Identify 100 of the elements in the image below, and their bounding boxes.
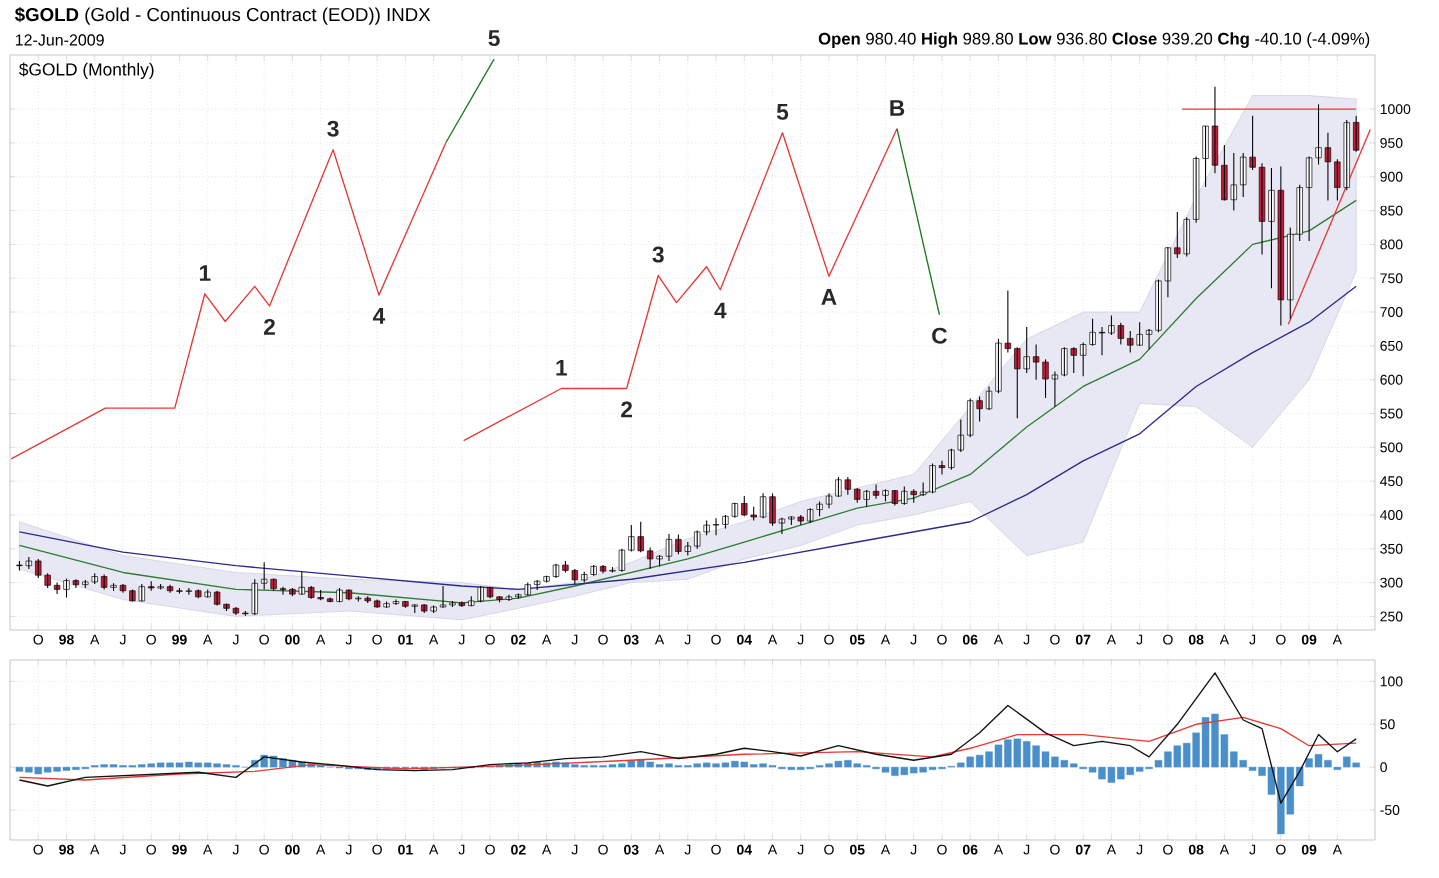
x-tick-label: 07 (1075, 634, 1091, 645)
x-tick-label: O (259, 844, 269, 855)
x-tick-label: O (1276, 634, 1286, 645)
y-tick-label: -50 (1380, 805, 1400, 815)
x-tick-label: J (119, 634, 126, 645)
x-tick-label: 06 (962, 844, 978, 855)
x-tick-label: O (146, 634, 156, 645)
x-tick-label: J (458, 634, 465, 645)
x-tick-label: 99 (172, 634, 187, 645)
annotation: 3 (652, 246, 664, 263)
x-tick-label: J (571, 634, 578, 645)
y-tick-label: 50 (1380, 719, 1395, 730)
x-tick-label: J (232, 844, 239, 855)
x-tick-label: A (90, 844, 100, 855)
x-tick-label: 98 (59, 844, 74, 855)
x-tick-label: O (33, 634, 44, 645)
y-tick-label: 350 (1380, 543, 1403, 554)
x-tick-label: A (1219, 634, 1230, 645)
x-tick-label: J (1136, 844, 1143, 855)
x-tick-label: A (767, 844, 778, 855)
x-tick-label: A (993, 844, 1004, 855)
x-tick-label: 04 (737, 634, 752, 645)
annotation: 4 (714, 302, 727, 319)
x-tick-label: A (1106, 634, 1117, 645)
x-tick-label: O (372, 634, 382, 645)
y-tick-label: 750 (1380, 273, 1403, 284)
x-tick-label: A (428, 634, 439, 645)
x-tick-label: 02 (511, 634, 526, 645)
x-tick-label: O (598, 844, 608, 855)
x-tick-label: 03 (624, 844, 639, 855)
x-tick-label: J (1249, 634, 1256, 645)
x-tick-label: O (711, 844, 721, 855)
y-tick-label: 1000 (1380, 104, 1411, 115)
x-tick-label: A (1219, 844, 1230, 855)
x-tick-label: O (1163, 634, 1173, 645)
x-tick-label: 06 (962, 634, 978, 645)
y-tick-label: 700 (1380, 307, 1403, 317)
x-tick-label: J (1249, 844, 1256, 855)
annotation: 5 (776, 104, 789, 120)
x-tick-label: 01 (398, 634, 413, 645)
x-tick-label: J (232, 634, 239, 645)
x-tick-label: O (1276, 844, 1286, 855)
x-tick-label: A (541, 844, 552, 855)
x-tick-label: J (345, 844, 352, 855)
y-tick-label: 500 (1380, 442, 1403, 453)
x-tick-label: 09 (1301, 634, 1317, 645)
annotation: 2 (621, 401, 632, 418)
x-tick-label: O (33, 844, 44, 855)
x-tick-label: J (684, 634, 691, 645)
x-tick-label: O (598, 634, 608, 645)
y-tick-label: 850 (1380, 205, 1403, 216)
x-tick-label: 00 (285, 844, 300, 855)
y-tick-label: 100 (1380, 676, 1403, 687)
chart-subtitle: 12-Jun-2009 (15, 34, 104, 46)
x-tick-label: A (1332, 634, 1342, 645)
x-tick-label: 05 (850, 844, 865, 855)
y-tick-label: 450 (1380, 476, 1403, 487)
x-tick-label: 08 (1188, 634, 1204, 645)
x-tick-label: A (1332, 844, 1342, 855)
annotation: 1 (199, 265, 211, 281)
y-tick-label: 400 (1380, 510, 1403, 520)
x-tick-label: 01 (398, 844, 413, 855)
text: Open 980.40 High 989.80 Low 936.80 Close 939.20 Chg -40.10 (-4.09%) (818, 32, 1370, 48)
x-tick-label: 08 (1188, 844, 1204, 855)
x-tick-label: 00 (285, 634, 300, 645)
x-tick-label: O (937, 634, 947, 645)
x-tick-label: 03 (624, 634, 639, 645)
x-tick-label: A (654, 634, 665, 645)
x-tick-label: A (880, 844, 891, 855)
x-tick-label: O (372, 844, 382, 855)
annotation: 3 (327, 120, 339, 137)
x-tick-label: O (485, 844, 495, 855)
x-tick-label: A (541, 634, 552, 645)
x-tick-label: A (203, 844, 213, 855)
y-tick-label: 300 (1380, 577, 1403, 588)
x-tick-label: A (203, 634, 213, 645)
y-tick-label: 650 (1380, 340, 1403, 351)
x-tick-label: A (1106, 844, 1117, 855)
x-tick-label: O (711, 634, 721, 645)
x-tick-label: J (1023, 844, 1030, 855)
x-tick-label: 09 (1301, 844, 1317, 855)
annotation: 2 (264, 318, 275, 335)
annotation: 1 (556, 359, 568, 376)
y-tick-label: 250 (1380, 611, 1403, 622)
x-tick-label: A (767, 634, 778, 645)
x-tick-label: 02 (511, 844, 526, 855)
y-tick-label: 550 (1380, 408, 1403, 419)
x-tick-label: 05 (850, 634, 865, 645)
x-tick-label: O (146, 844, 156, 855)
x-tick-label: A (316, 634, 326, 645)
annotation: 5 (488, 30, 500, 47)
chart-title: $GOLD (Gold - Continuous Contract (EOD)) INDX (14, 7, 431, 25)
x-tick-label: O (824, 634, 834, 645)
x-tick-label: J (797, 634, 804, 645)
x-tick-label: J (571, 844, 578, 855)
x-tick-label: O (824, 844, 834, 855)
annotation: 4 (372, 308, 386, 324)
x-tick-label: A (654, 844, 665, 855)
x-tick-label: 98 (59, 634, 74, 645)
x-tick-label: O (1050, 844, 1060, 855)
